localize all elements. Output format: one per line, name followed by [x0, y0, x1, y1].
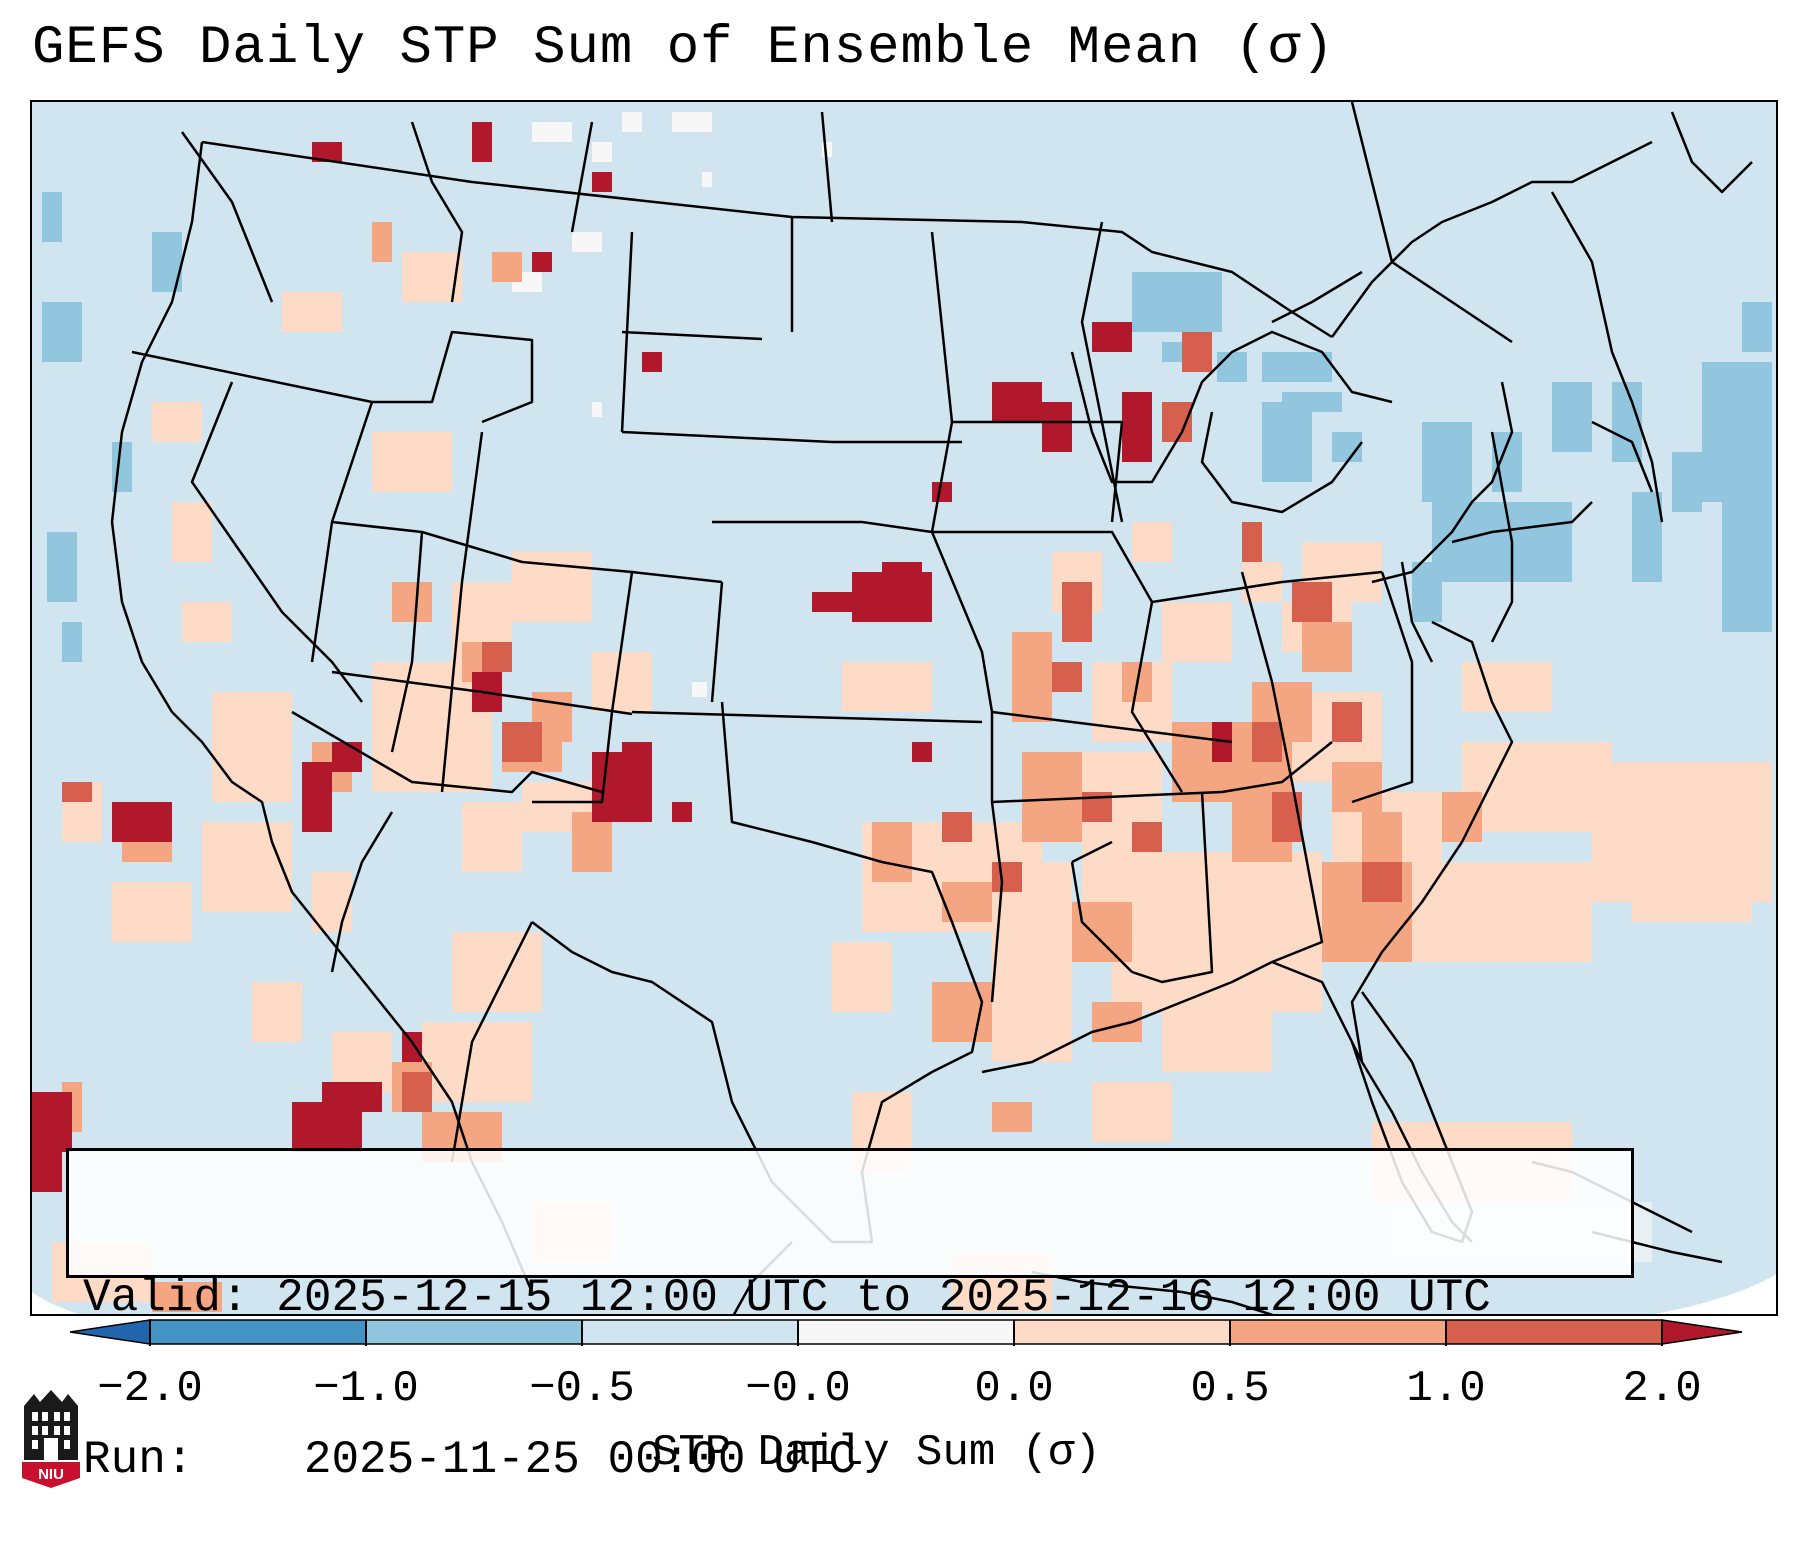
colorbar-label: STP Daily Sum (σ) [652, 1428, 1101, 1478]
niu-logo-icon: NIU [22, 1390, 80, 1488]
validity-info-box: Valid: 2025-12-15 12:00 UTC to 2025-12-1… [66, 1148, 1634, 1486]
run-value: 2025-11-25 00:00 UTC [303, 1434, 856, 1486]
colorbar-bin-2 [366, 1320, 582, 1344]
colorbar-bin-7 [1446, 1320, 1662, 1344]
colorbar-tick-label: 0.5 [1190, 1364, 1270, 1414]
state-borders [110, 102, 1753, 1314]
valid-line: Valid: 2025-12-15 12:00 UTC to 2025-12-1… [83, 1271, 1617, 1325]
colorbar-bin-5 [1014, 1320, 1230, 1344]
valid-value: 2025-12-15 12:00 UTC to 2025-12-16 12:00… [276, 1272, 1491, 1324]
colorbar-tick-label: −0.5 [529, 1364, 635, 1414]
map-canvas[interactable] [32, 102, 1778, 1316]
colorbar-tick-label: −2.0 [97, 1364, 203, 1414]
niu-logo-text: NIU [38, 1466, 64, 1483]
colorbar-bin-4 [798, 1320, 1014, 1344]
colorbar-tick-label: 2.0 [1622, 1364, 1702, 1414]
map-panel[interactable] [30, 100, 1778, 1316]
colorbar-bin-3 [582, 1320, 798, 1344]
valid-label: Valid: [83, 1272, 249, 1324]
colorbar-under-arrow [70, 1319, 151, 1345]
colorbar-tick-label: −0.0 [745, 1364, 851, 1414]
colorbar-tick-label: 1.0 [1406, 1364, 1486, 1414]
colorbar-bin-6 [1230, 1320, 1446, 1344]
map-title: GEFS Daily STP Sum of Ensemble Mean (σ) [32, 18, 1335, 79]
colorbar-over-arrow [1661, 1319, 1743, 1345]
colorbar-tick-label: 0.0 [974, 1364, 1054, 1414]
run-line: Run: 2025-11-25 00:00 UTC [83, 1433, 1617, 1487]
colorbar-tick-label: −1.0 [313, 1364, 419, 1414]
colorbar [70, 1319, 1743, 1346]
run-label: Run: [83, 1434, 194, 1486]
colorbar-bin-1 [150, 1320, 366, 1344]
